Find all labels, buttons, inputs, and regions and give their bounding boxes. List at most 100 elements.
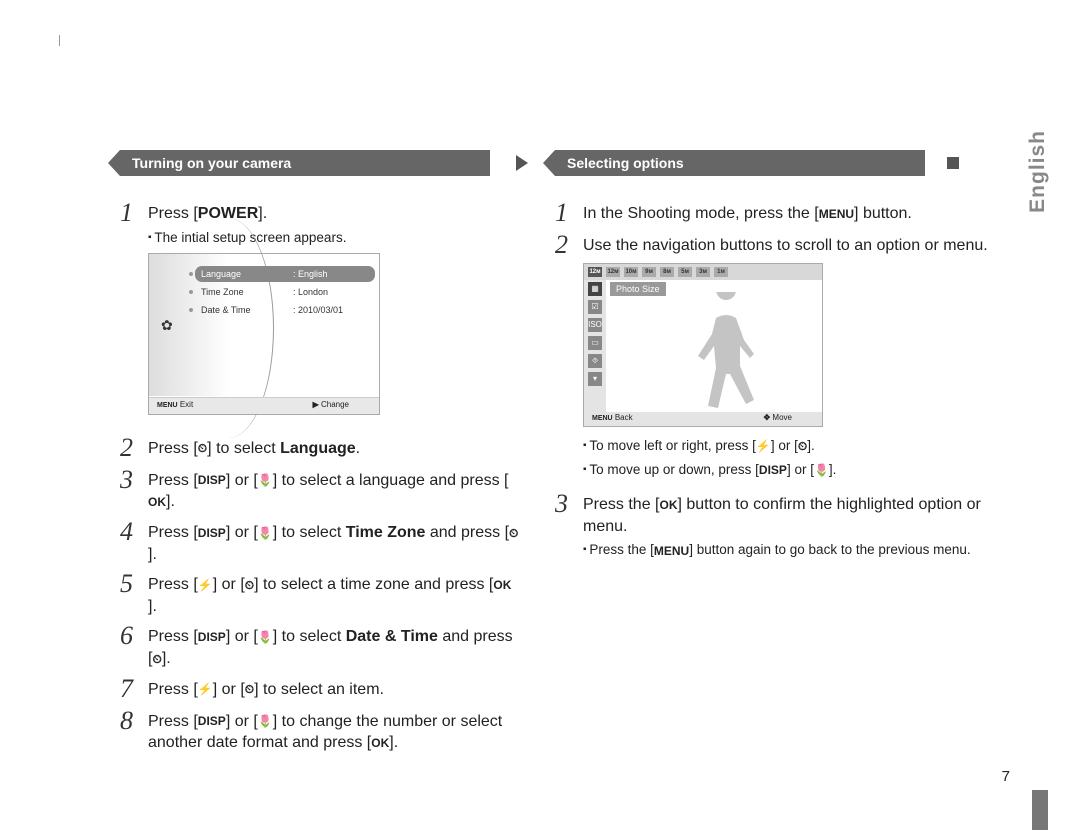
- step: 7Press [⚡] or [⏲] to select an item.: [120, 676, 520, 702]
- setup-row: Language : English: [195, 266, 375, 282]
- step-text: Press [DISP] or [🌷] to select a language…: [148, 470, 520, 513]
- crop-tick: [59, 35, 60, 46]
- step: 1In the Shooting mode, press the [MENU] …: [555, 200, 995, 226]
- language-label: English: [1026, 130, 1050, 213]
- left-column: Turning on your camera 1Press [POWER].Th…: [120, 150, 520, 760]
- setup-row-value: : London: [293, 286, 328, 298]
- setup-row: Time Zone: London: [201, 286, 244, 298]
- menu-footer: MENU Back ✥ Move: [584, 412, 822, 426]
- menu-side-icon: ISO: [588, 318, 602, 332]
- step-body: In the Shooting mode, press the [MENU] b…: [583, 200, 995, 225]
- menu-screen: 12м12м10м9м8м5м3м1м ▦☑ISO▭⯑▾ Photo Size …: [583, 263, 823, 427]
- dot-icon: [189, 272, 193, 276]
- step-body: Press [⏲] to select Language.: [148, 435, 520, 460]
- step-sub: To move left or right, press [⚡] or [⏲].: [583, 437, 995, 455]
- footer-left: MENU Back: [592, 413, 633, 424]
- step-text: Press [⏲] to select Language.: [148, 438, 520, 460]
- menu-side-icon: ▾: [588, 372, 602, 386]
- setup-screen: ✿ Language: EnglishTime Zone: LondonDate…: [148, 253, 380, 415]
- size-tile: 3м: [696, 267, 710, 277]
- size-tile: 1м: [714, 267, 728, 277]
- step: 3Press the [OK] button to confirm the hi…: [555, 491, 995, 565]
- silhouette-icon: [666, 292, 786, 410]
- step-text: In the Shooting mode, press the [MENU] b…: [583, 203, 995, 225]
- dot-icon: [189, 290, 193, 294]
- step-body: Press [POWER].The intial setup screen ap…: [148, 200, 520, 429]
- setup-row: Date & Time: 2010/03/01: [201, 304, 251, 316]
- heading-selecting-options: Selecting options: [555, 150, 925, 176]
- step-text: Press the [OK] button to confirm the hig…: [583, 494, 995, 537]
- step-body: Press [DISP] or [🌷] to change the number…: [148, 708, 520, 754]
- step-body: Press [⚡] or [⏲] to select an item.: [148, 676, 520, 701]
- menu-side-icon: ▦: [588, 282, 602, 296]
- page-number: 7: [1002, 768, 1010, 785]
- menu-sidebar: ▦ ☑ ISO ▭ ⯑ ▾: [584, 280, 606, 412]
- step: 3Press [DISP] or [🌷] to select a languag…: [120, 467, 520, 513]
- right-steps-list: 1In the Shooting mode, press the [MENU] …: [555, 200, 995, 565]
- step-text: Press [DISP] or [🌷] to change the number…: [148, 711, 520, 754]
- step: 2Press [⏲] to select Language.: [120, 435, 520, 461]
- menu-side-icon: ⯑: [588, 354, 602, 368]
- step-text: Press [POWER].: [148, 203, 520, 225]
- heading-turning-on: Turning on your camera: [120, 150, 490, 176]
- setup-footer: MENU Exit ▶ Change: [149, 397, 379, 414]
- size-tile: 12м: [588, 267, 602, 277]
- step: 8Press [DISP] or [🌷] to change the numbe…: [120, 708, 520, 754]
- setup-row-value: : 2010/03/01: [293, 304, 343, 316]
- right-column: Selecting options 1In the Shooting mode,…: [555, 150, 995, 571]
- step-number: 1: [120, 200, 148, 226]
- step-sub: To move up or down, press [DISP] or [🌷].: [583, 461, 995, 479]
- step: 4Press [DISP] or [🌷] to select Time Zone…: [120, 519, 520, 565]
- step: 5Press [⚡] or [⏲] to select a time zone …: [120, 571, 520, 617]
- step-number: 8: [120, 708, 148, 734]
- size-tile: 10м: [624, 267, 638, 277]
- left-steps-list: 1Press [POWER].The intial setup screen a…: [120, 200, 520, 754]
- manual-page: English Turning on your camera 1Press [P…: [0, 0, 1080, 835]
- tab-bar: [1032, 790, 1048, 830]
- setup-row-label: Date & Time: [201, 305, 251, 315]
- continue-arrow-icon: [516, 155, 528, 171]
- setup-row-label: Language: [201, 269, 241, 279]
- step: 2Use the navigation buttons to scroll to…: [555, 232, 995, 485]
- menu-side-icon: ▭: [588, 336, 602, 350]
- gear-icon: ✿: [161, 316, 173, 335]
- step-number: 7: [120, 676, 148, 702]
- menu-label: Photo Size: [610, 282, 666, 296]
- footer-left: MENU Exit: [157, 400, 193, 411]
- step-text: Use the navigation buttons to scroll to …: [583, 235, 995, 257]
- language-tab: English: [1028, 130, 1050, 830]
- step-number: 3: [120, 467, 148, 493]
- size-tile: 8м: [660, 267, 674, 277]
- step-body: Press the [OK] button to confirm the hig…: [583, 491, 995, 565]
- setup-body: ✿ Language: EnglishTime Zone: LondonDate…: [149, 254, 379, 396]
- heading-text: Turning on your camera: [132, 155, 291, 171]
- setup-row-label: Time Zone: [201, 287, 244, 297]
- footer-right: ✥ Move: [764, 413, 793, 424]
- menu-side-icon: ☑: [588, 300, 602, 314]
- step: 1Press [POWER].The intial setup screen a…: [120, 200, 520, 429]
- size-tile: 12м: [606, 267, 620, 277]
- dot-icon: [189, 308, 193, 312]
- size-tile: 5м: [678, 267, 692, 277]
- heading-text: Selecting options: [567, 155, 684, 171]
- end-marker-icon: [947, 157, 959, 169]
- step-text: Press [DISP] or [🌷] to select Date & Tim…: [148, 626, 520, 669]
- footer-right: ▶ Change: [313, 400, 349, 411]
- step-body: Press [DISP] or [🌷] to select Time Zone …: [148, 519, 520, 565]
- step-sub: Press the [MENU] button again to go back…: [583, 541, 995, 559]
- step-number: 3: [555, 491, 583, 517]
- step-text: Press [DISP] or [🌷] to select Time Zone …: [148, 522, 520, 565]
- step-number: 6: [120, 623, 148, 649]
- step-text: Press [⚡] or [⏲] to select an item.: [148, 679, 520, 701]
- setup-row-value: : English: [293, 268, 328, 280]
- step-body: Press [DISP] or [🌷] to select a language…: [148, 467, 520, 513]
- step-number: 4: [120, 519, 148, 545]
- step-body: Use the navigation buttons to scroll to …: [583, 232, 995, 485]
- step-text: Press [⚡] or [⏲] to select a time zone a…: [148, 574, 520, 617]
- step-number: 2: [120, 435, 148, 461]
- menu-main: Photo Size: [606, 280, 822, 412]
- step-number: 5: [120, 571, 148, 597]
- step-number: 1: [555, 200, 583, 226]
- step-body: Press [DISP] or [🌷] to select Date & Tim…: [148, 623, 520, 669]
- step-number: 2: [555, 232, 583, 258]
